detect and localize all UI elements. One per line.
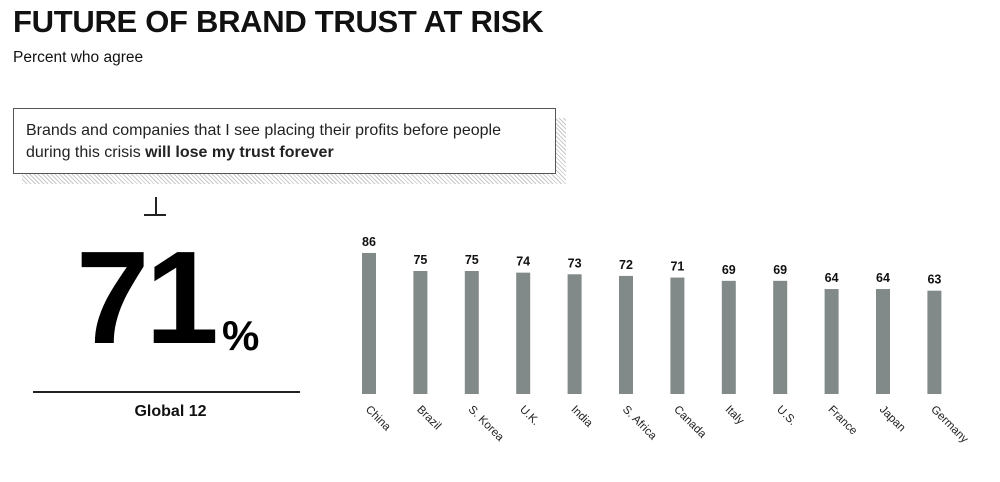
category-label: Japan [877,404,908,435]
bar-value-label: 73 [568,256,582,270]
bar-value-label: 69 [773,263,787,277]
global-unit: % [222,312,260,359]
category-label: France [825,404,859,438]
bar-brazil [413,271,428,394]
bar-value-label: 86 [362,235,376,249]
category-label: Canada [671,404,708,441]
bar-value-label: 75 [465,253,479,267]
bar-france [824,289,839,394]
bar-japan [876,289,890,394]
bar-value-label: 71 [670,260,684,274]
bar-u-k [516,272,531,394]
callout-text-bold: will lose my trust forever [145,144,334,161]
category-label: U.K. [517,404,541,428]
category-label: S. Africa [620,404,659,443]
category-label: India [568,404,595,431]
global-divider [33,391,300,393]
page-title: FUTURE OF BRAND TRUST AT RISK [13,4,544,39]
bar-china [362,252,376,394]
callout-text: Brands and companies that I see placing … [26,120,546,164]
page-subtitle: Percent who agree [13,49,144,66]
bar-value-label: 72 [619,258,633,272]
bar-italy [721,280,736,394]
global-value: 71 [76,224,219,371]
category-label: China [363,404,393,434]
bar-india [567,274,582,394]
bar-value-label: 64 [825,271,839,285]
callout-connector-base [144,214,166,216]
callout-box: Brands and companies that I see placing … [13,108,556,174]
bar-s-africa [619,275,633,394]
bar-u-s [773,280,788,394]
country-bar-chart: 86 China 75 Brazil 75 S. Korea 74 U.K. 73 India 72… [362,235,970,446]
category-label: Germany [928,404,970,446]
category-label: Italy [723,404,747,428]
bar-canada [670,277,685,394]
global-label: Global 12 [134,403,207,420]
callout-connector [155,197,157,215]
bar-value-label: 74 [516,255,530,269]
bar-s-korea [464,271,479,394]
bar-germany [927,290,942,394]
bar-value-label: 63 [927,273,941,287]
bar-value-label: 64 [876,271,890,285]
callout-text-regular: Brands and companies that I see placing … [26,122,501,161]
category-label: Brazil [414,404,443,433]
bar-value-label: 75 [413,253,427,267]
category-label: U.S. [774,404,798,428]
category-label: S. Korea [466,404,507,445]
bar-value-label: 69 [722,263,736,277]
